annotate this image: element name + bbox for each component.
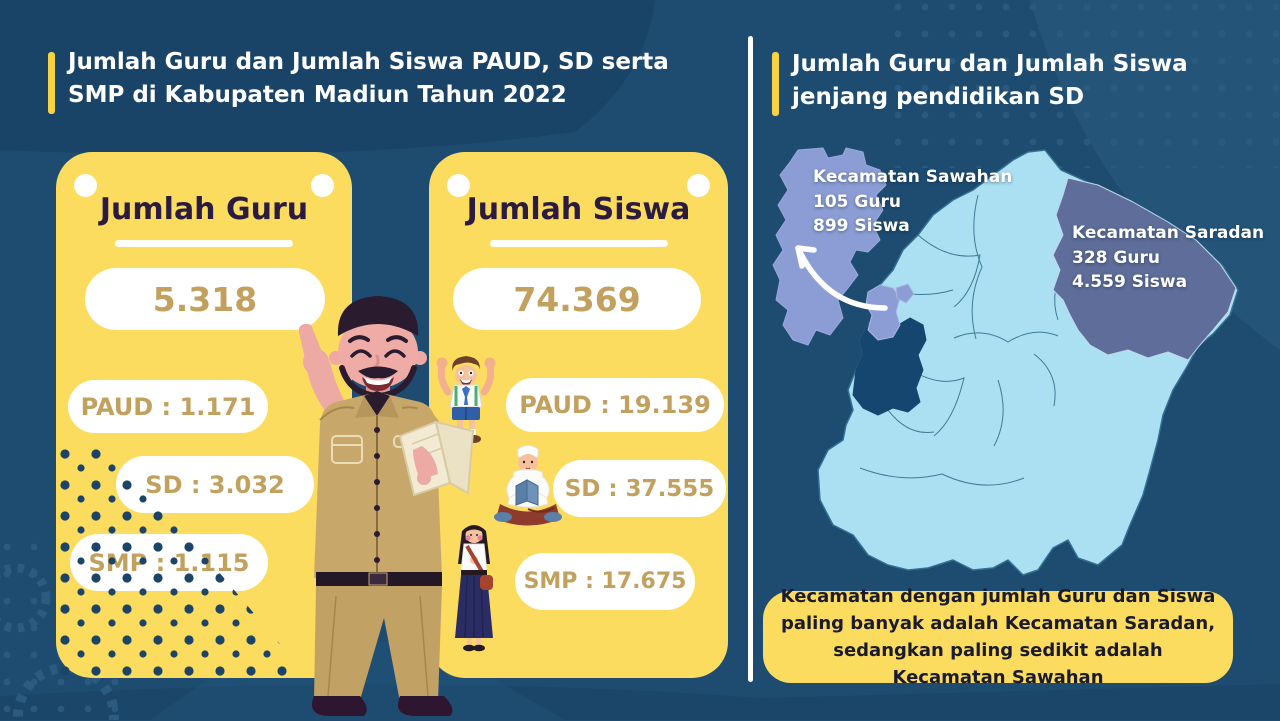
left-panel-title: Jumlah Guru dan Jumlah Siswa PAUD, SD se…: [68, 46, 718, 111]
siswa-paud-pill: PAUD : 19.139: [506, 378, 724, 432]
right-title-accent-bar: [772, 52, 779, 116]
map-dark-district: [852, 317, 927, 416]
saradan-annotation: Kecamatan Saradan 328 Guru 4.559 Siswa: [1072, 221, 1264, 295]
card-pin-icon: [311, 174, 334, 197]
card-pin-icon: [687, 174, 710, 197]
map-saradan-district: [1052, 177, 1237, 361]
cheering-boy-illustration: [436, 356, 496, 443]
map-arrow-icon: [795, 245, 888, 311]
sawahan-guru: 105 Guru: [813, 191, 901, 212]
siswa-sd-value: SD : 37.555: [564, 475, 715, 502]
guru-card-title: Jumlah Guru: [99, 192, 309, 227]
card-dots-decoration: [57, 446, 307, 676]
siswa-smp-value: SMP : 17.675: [523, 569, 687, 594]
left-title-line1: Jumlah Guru dan Jumlah Siswa PAUD, SD se…: [68, 49, 669, 75]
guru-paud-value: PAUD : 1.171: [80, 392, 256, 421]
reading-boy-illustration: [494, 445, 562, 526]
map-sawahan-enlarged: [772, 147, 887, 346]
siswa-total-pill: 74.369: [453, 268, 701, 330]
left-title-accent-bar: [48, 52, 55, 114]
summary-box: Kecamatan dengan jumlah Guru dan Siswa p…: [763, 586, 1233, 688]
card-pin-icon: [74, 174, 97, 197]
guru-total-value: 5.318: [152, 279, 258, 319]
right-title-line1: Jumlah Guru dan Jumlah Siswa: [792, 51, 1188, 77]
sawahan-annotation: Kecamatan Sawahan 105 Guru 899 Siswa: [813, 165, 1012, 239]
right-title-line2: jenjang pendidikan SD: [792, 83, 1085, 110]
saradan-name: Kecamatan Saradan: [1072, 223, 1265, 243]
guru-paud-pill: PAUD : 1.171: [68, 380, 268, 433]
sawahan-name: Kecamatan Sawahan: [813, 167, 1013, 187]
saradan-guru: 328 Guru: [1072, 247, 1160, 268]
schoolgirl-illustration: [455, 525, 493, 652]
right-panel-title: Jumlah Guru dan Jumlah Siswa jenjang pen…: [792, 48, 1252, 113]
teacher-illustration: [298, 296, 475, 716]
map-sawahan-district: [865, 284, 901, 341]
guru-total-pill: 5.318: [85, 268, 325, 330]
siswa-card-title: Jumlah Siswa: [466, 192, 691, 227]
saradan-siswa: 4.559 Siswa: [1072, 272, 1188, 293]
card-title-underline: [115, 240, 293, 247]
siswa-sd-pill: SD : 37.555: [553, 460, 726, 517]
siswa-smp-pill: SMP : 17.675: [515, 553, 695, 610]
panel-divider: [748, 36, 753, 682]
madiun-district-map: [772, 147, 1239, 576]
summary-text: Kecamatan dengan jumlah Guru dan Siswa p…: [780, 586, 1216, 688]
card-title-underline: [489, 240, 668, 247]
siswa-total-value: 74.369: [513, 279, 641, 319]
guru-sd-value: SD : 3.032: [145, 470, 285, 499]
left-title-line2: SMP di Kabupaten Madiun Tahun 2022: [68, 81, 567, 108]
sawahan-siswa: 899 Siswa: [813, 216, 910, 237]
siswa-paud-value: PAUD : 19.139: [519, 391, 711, 419]
card-pin-icon: [447, 174, 470, 197]
